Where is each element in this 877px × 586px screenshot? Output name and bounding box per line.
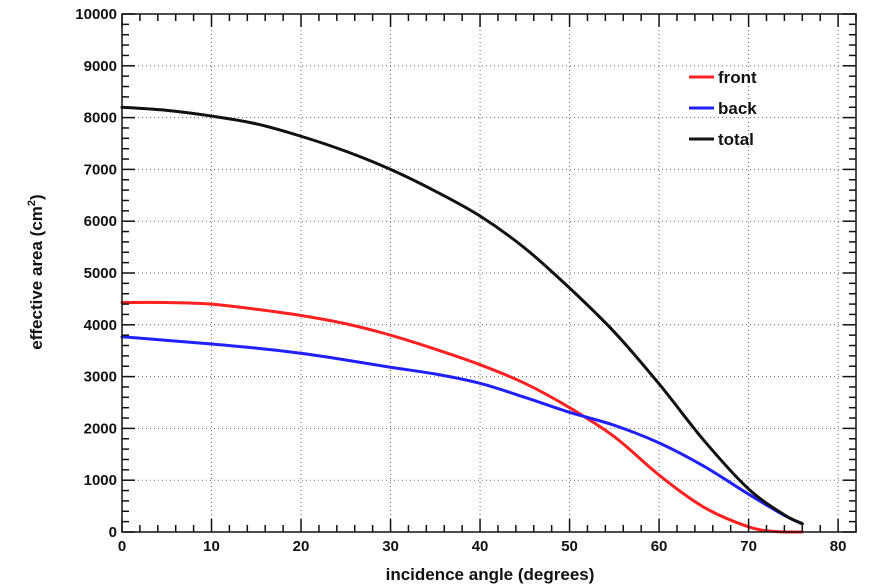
series-line-front <box>120 300 804 534</box>
x-tick-label: 20 <box>293 538 310 555</box>
series-line-back <box>120 335 804 526</box>
y-tick-label: 5000 <box>84 265 117 282</box>
tick-labels: 0 10 20 30 40 50 60 70 80 0 1000 2000 3000 4000 5000 60… <box>75 6 846 555</box>
y-tick-label: 4000 <box>84 317 117 334</box>
y-tick-label: 2000 <box>84 420 117 437</box>
x-tick-label: 40 <box>472 538 489 555</box>
legend: front back total <box>689 68 757 149</box>
y-tick-label: 7000 <box>84 161 117 178</box>
y-axis-title-sup: 2 <box>26 200 38 206</box>
series-line-total <box>120 105 804 526</box>
x-tick-label: 80 <box>830 538 847 555</box>
plot-frame <box>121 13 857 533</box>
series-layer <box>120 105 804 534</box>
y-tick-label: 9000 <box>84 58 117 75</box>
x-tick-label: 0 <box>118 538 126 555</box>
y-tick-label: 8000 <box>84 110 117 127</box>
y-tick-label: 3000 <box>84 369 117 386</box>
y-tick-label: 0 <box>109 524 117 541</box>
ticks <box>121 13 857 533</box>
x-axis-title: incidence angle (degrees) <box>386 565 595 584</box>
x-tick-label: 70 <box>740 538 757 555</box>
legend-label-total: total <box>718 130 754 149</box>
y-axis-title: effective area (cm2) <box>26 194 46 349</box>
legend-label-front: front <box>718 68 757 87</box>
x-tick-label: 60 <box>651 538 668 555</box>
y-tick-label: 10000 <box>75 6 117 23</box>
x-tick-label: 10 <box>203 538 220 555</box>
x-tick-label: 50 <box>561 538 578 555</box>
x-tick-label: 30 <box>382 538 399 555</box>
y-tick-label: 6000 <box>84 213 117 230</box>
legend-label-back: back <box>718 99 757 118</box>
y-axis-title-main: effective area (cm <box>27 206 46 350</box>
y-axis-title-close: ) <box>27 194 46 200</box>
y-tick-label: 1000 <box>84 472 117 489</box>
